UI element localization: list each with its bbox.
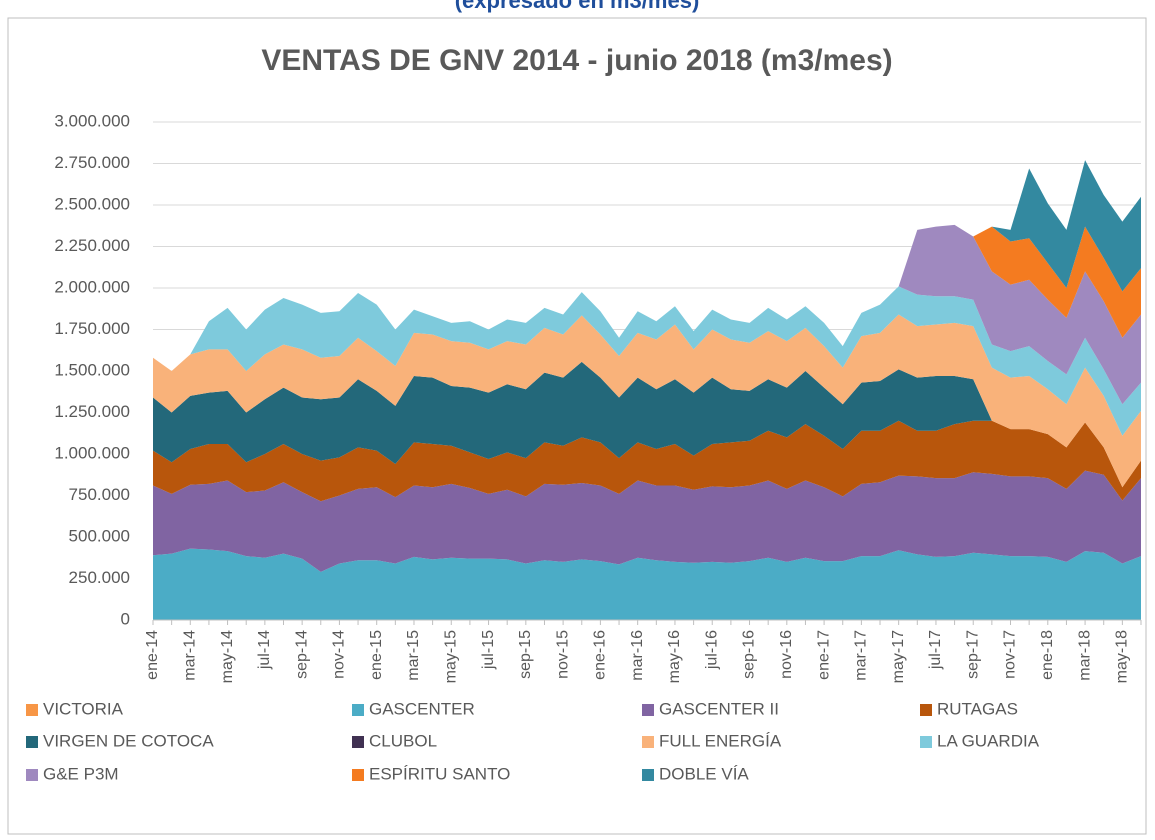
- legend-swatch: [920, 704, 932, 716]
- y-tick-label: 750.000: [69, 485, 130, 504]
- legend-label: ESPÍRITU SANTO: [369, 764, 510, 783]
- x-tick-label: may-17: [890, 630, 907, 683]
- legend-label: RUTAGAS: [937, 699, 1018, 718]
- x-tick-label: may-18: [1114, 630, 1131, 683]
- x-tick-label: nov-17: [1002, 630, 1019, 679]
- y-tick-label: 2.000.000: [54, 277, 130, 296]
- x-tick-label: mar-17: [853, 630, 870, 681]
- x-tick-label: ene-17: [815, 630, 832, 680]
- legend-swatch: [642, 736, 654, 748]
- y-tick-label: 1.000.000: [54, 443, 130, 462]
- y-tick-label: 500.000: [69, 526, 130, 545]
- x-tick-label: mar-18: [1076, 630, 1093, 681]
- legend-swatch: [352, 769, 364, 781]
- area: [153, 286, 1141, 436]
- legend-swatch: [26, 704, 38, 716]
- y-tick-label: 1.750.000: [54, 319, 130, 338]
- x-tick-label: mar-15: [405, 630, 422, 681]
- legend-label: GASCENTER II: [659, 699, 779, 718]
- y-tick-label: 3.000.000: [54, 111, 130, 130]
- x-tick-label: may-14: [219, 630, 236, 683]
- x-tick-label: ene-15: [368, 630, 385, 680]
- legend-label: GASCENTER: [369, 699, 475, 718]
- area: [153, 470, 1141, 572]
- legend-swatch: [352, 704, 364, 716]
- x-tick-label: sep-17: [964, 630, 981, 679]
- legend-swatch: [642, 704, 654, 716]
- legend-label: DOBLE VÍA: [659, 764, 749, 783]
- x-tick-label: may-15: [442, 630, 459, 683]
- chart-title: VENTAS DE GNV 2014 - junio 2018 (m3/mes): [261, 44, 892, 77]
- x-tick-label: mar-14: [182, 630, 199, 681]
- y-tick-label: 1.500.000: [54, 360, 130, 379]
- x-tick-label: mar-16: [629, 630, 646, 681]
- legend-swatch: [26, 769, 38, 781]
- x-tick-label: may-16: [666, 630, 683, 683]
- x-tick-label: ene-18: [1039, 630, 1056, 680]
- x-tick-label: sep-14: [293, 630, 310, 679]
- area: [153, 420, 1141, 502]
- area: [153, 548, 1141, 620]
- y-tick-label: 2.250.000: [54, 236, 130, 255]
- y-tick-label: 2.500.000: [54, 194, 130, 213]
- chart-subtitle: (expresado en m3/mes): [455, 0, 700, 13]
- legend-label: G&E P3M: [43, 764, 119, 783]
- x-tick-label: jul-14: [256, 630, 273, 670]
- legend-label: VIRGEN DE COTOCA: [43, 731, 214, 750]
- x-tick-label: ene-16: [592, 630, 609, 680]
- x-tick-label: ene-14: [144, 630, 161, 680]
- y-tick-label: 2.750.000: [54, 153, 130, 172]
- area: [153, 314, 1141, 488]
- legend-label: FULL ENERGÍA: [659, 731, 782, 750]
- y-tick-label: 250.000: [69, 568, 130, 587]
- legend-swatch: [352, 736, 364, 748]
- x-tick-label: nov-16: [778, 630, 795, 679]
- y-tick-label: 1.250.000: [54, 402, 130, 421]
- legend-swatch: [26, 736, 38, 748]
- x-tick-label: jul-16: [703, 630, 720, 670]
- legend-swatch: [642, 769, 654, 781]
- y-tick-label: 0: [121, 609, 130, 628]
- x-tick-label: jul-17: [927, 630, 944, 670]
- x-tick-label: sep-15: [517, 630, 534, 679]
- x-tick-label: nov-14: [331, 630, 348, 679]
- legend-label: LA GUARDIA: [937, 731, 1040, 750]
- legend-label: CLUBOL: [369, 731, 437, 750]
- legend-label: VICTORIA: [43, 699, 124, 718]
- x-tick-label: sep-16: [741, 630, 758, 679]
- area: [153, 361, 1141, 488]
- legend-swatch: [920, 736, 932, 748]
- x-tick-label: jul-15: [480, 630, 497, 670]
- x-tick-label: nov-15: [554, 630, 571, 679]
